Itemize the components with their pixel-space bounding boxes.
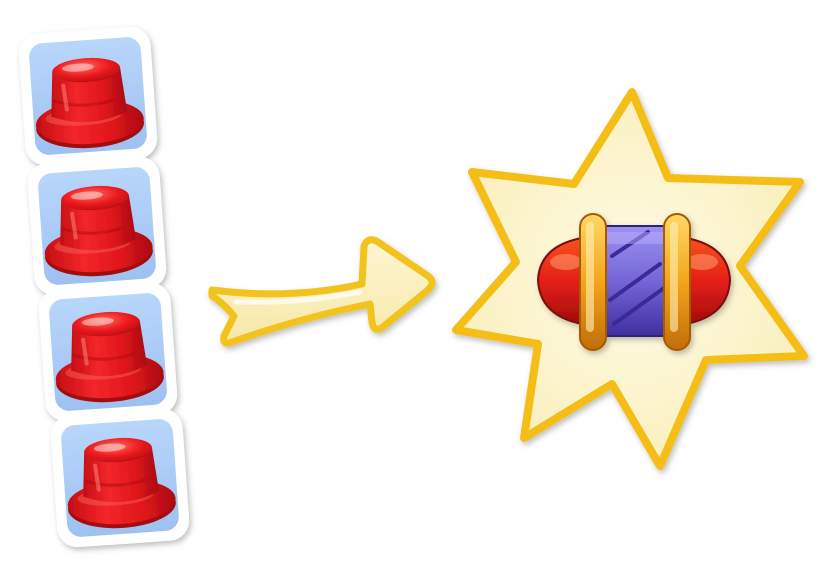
- input-pieces-column: [18, 26, 190, 548]
- arrow-right-icon: [208, 236, 436, 347]
- tile-3: [38, 282, 178, 422]
- tile-4: [50, 408, 190, 548]
- rocket-booster-icon: [536, 213, 732, 351]
- tile-2: [27, 156, 167, 296]
- tile-1: [18, 26, 158, 166]
